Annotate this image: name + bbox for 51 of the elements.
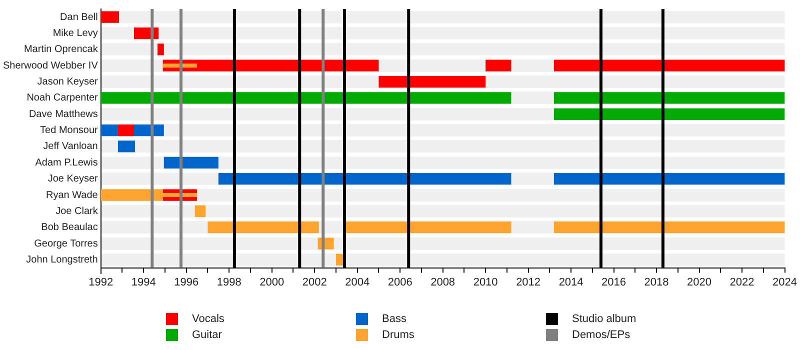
bar (100, 11, 120, 23)
x-tick-label: 1994 (131, 276, 156, 288)
x-tick-label: 2020 (687, 276, 712, 288)
y-tick-label: Bob Beaulac (41, 222, 98, 234)
y-tick-label: Jason Keyser (37, 76, 99, 88)
bar (486, 60, 512, 72)
x-tick-label: 2002 (302, 276, 327, 288)
bar (162, 64, 198, 68)
y-tick-label: Adam P.Lewis (35, 157, 98, 168)
y-tick-label: Ryan Wade (46, 190, 98, 201)
x-tick-label: 2000 (260, 276, 284, 288)
y-tick-label: John Longstreth (26, 254, 98, 266)
bar (118, 140, 136, 152)
legend-label: Drums (382, 329, 414, 341)
x-tick-label: 1998 (216, 276, 242, 288)
legend-label: Guitar (192, 329, 222, 341)
x-tick-label: 2004 (345, 276, 370, 288)
legend-label: Bass (382, 313, 406, 325)
x-tick-label: 1992 (88, 276, 114, 288)
y-tick-label: Dan Bell (60, 12, 98, 23)
x-tick-label: 1996 (174, 276, 199, 288)
bar (164, 156, 218, 168)
x-tick-label: 2024 (772, 276, 798, 288)
y-tick-label: Martin Oprencak (24, 44, 99, 56)
bar (118, 124, 134, 136)
bar (194, 205, 206, 218)
x-tick-label: 2016 (602, 276, 626, 288)
bar (100, 124, 118, 136)
y-tick-label: Sherwood Webber IV (2, 60, 98, 72)
bar (344, 222, 512, 234)
legend-label: Studio album (572, 313, 636, 325)
y-tick-label: Mike Levy (52, 28, 98, 40)
legend-label: Demos/EPs (572, 329, 630, 341)
x-tick-label: 2008 (430, 276, 456, 288)
x-tick-label: 2006 (388, 276, 412, 288)
x-tick-label: 2022 (730, 276, 754, 288)
y-tick-label: Jeff Vanloan (43, 141, 98, 152)
bar (158, 44, 164, 56)
y-tick-label: Ted Monsour (40, 125, 99, 136)
bar (378, 76, 486, 88)
x-tick-label: 2018 (644, 276, 669, 288)
x-tick-label: 2012 (516, 276, 541, 288)
x-tick-label: 2014 (558, 276, 584, 288)
y-tick-label: Noah Carpenter (26, 92, 99, 104)
y-tick-label: Dave Matthews (28, 108, 98, 120)
x-tick-label: 2010 (473, 276, 498, 288)
bar (208, 222, 319, 234)
y-tick-label: Joe Clark (56, 206, 99, 217)
legend-label: Vocals (192, 313, 224, 325)
y-tick-label: George Torres (34, 238, 98, 250)
y-tick-label: Joe Keyser (48, 174, 99, 185)
